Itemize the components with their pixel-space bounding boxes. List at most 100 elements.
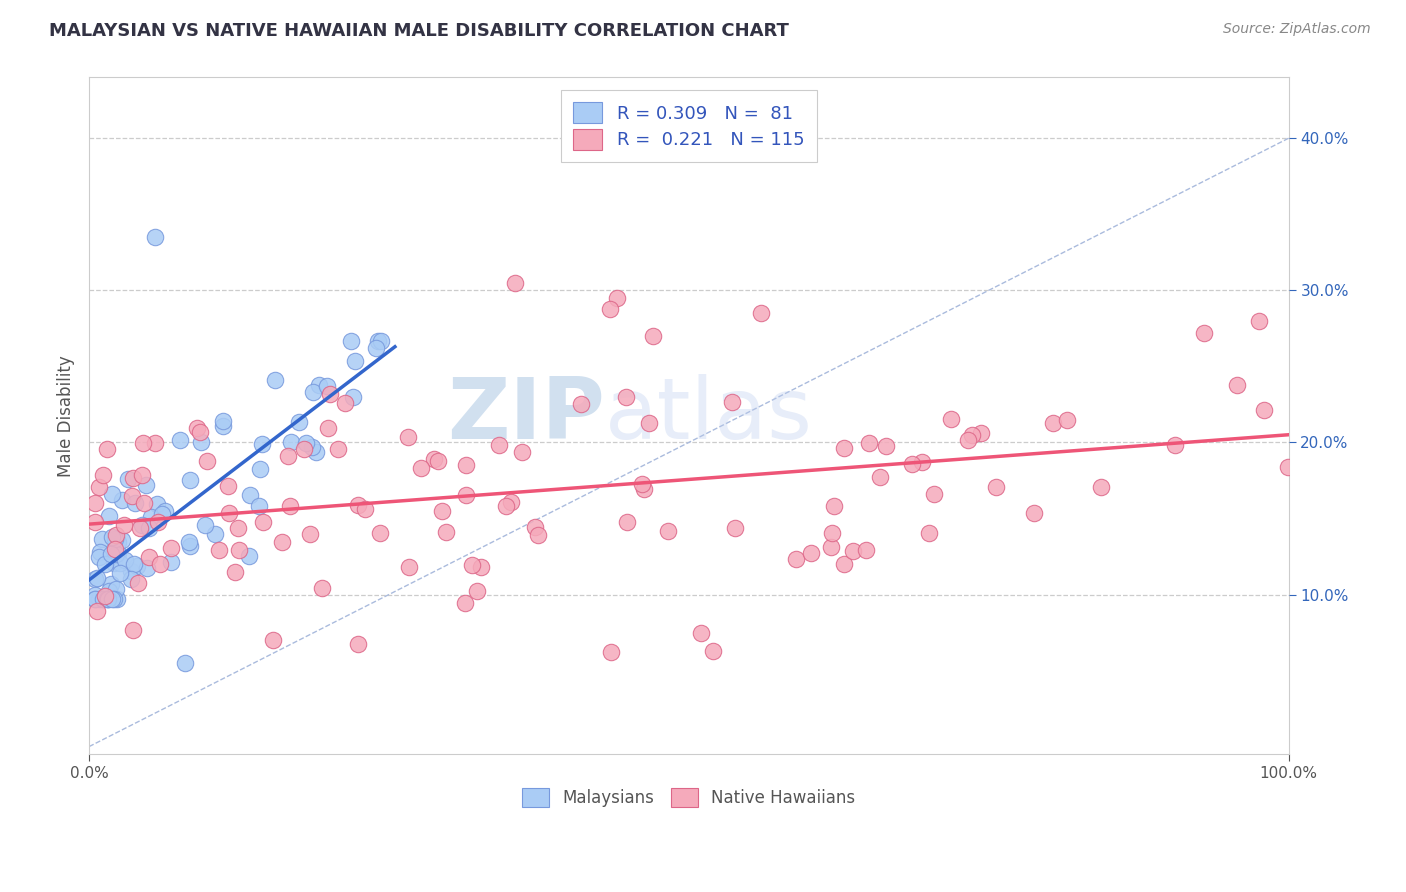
Point bbox=[131, 468, 153, 483]
Point bbox=[785, 552, 807, 566]
Y-axis label: Male Disability: Male Disability bbox=[58, 355, 75, 476]
Point bbox=[87, 550, 110, 565]
Point bbox=[208, 543, 231, 558]
Point bbox=[396, 430, 419, 444]
Point bbox=[160, 555, 183, 569]
Point bbox=[262, 633, 284, 648]
Point bbox=[124, 496, 146, 510]
Point bbox=[454, 487, 477, 501]
Point bbox=[111, 533, 134, 547]
Point bbox=[100, 487, 122, 501]
Point bbox=[527, 528, 550, 542]
Point bbox=[599, 302, 621, 317]
Point bbox=[91, 592, 114, 607]
Point bbox=[924, 486, 946, 500]
Point bbox=[503, 276, 526, 290]
Text: atlas: atlas bbox=[605, 375, 813, 458]
Point bbox=[104, 528, 127, 542]
Point bbox=[89, 592, 111, 607]
Point bbox=[280, 435, 302, 450]
Point bbox=[353, 501, 375, 516]
Point bbox=[1253, 402, 1275, 417]
Point bbox=[112, 518, 135, 533]
Point bbox=[252, 515, 274, 529]
Point bbox=[179, 474, 201, 488]
Point bbox=[367, 334, 389, 348]
Point bbox=[108, 556, 131, 570]
Point bbox=[91, 592, 114, 607]
Point bbox=[263, 373, 285, 387]
Point bbox=[94, 589, 117, 603]
Point bbox=[841, 543, 863, 558]
Point bbox=[127, 575, 149, 590]
Point bbox=[249, 462, 271, 476]
Point bbox=[941, 411, 963, 425]
Point bbox=[823, 500, 845, 514]
Point bbox=[121, 623, 143, 637]
Text: ZIP: ZIP bbox=[447, 375, 605, 458]
Point bbox=[87, 480, 110, 494]
Point bbox=[569, 396, 592, 410]
Point bbox=[855, 542, 877, 557]
Point bbox=[278, 499, 301, 513]
Point bbox=[1247, 314, 1270, 328]
Point bbox=[218, 506, 240, 520]
Point bbox=[900, 458, 922, 472]
Point bbox=[606, 291, 628, 305]
Point bbox=[204, 526, 226, 541]
Point bbox=[122, 557, 145, 571]
Point bbox=[194, 517, 217, 532]
Point bbox=[370, 525, 392, 540]
Point bbox=[436, 525, 458, 540]
Point bbox=[510, 444, 533, 458]
Point bbox=[461, 558, 484, 572]
Point bbox=[100, 547, 122, 561]
Point bbox=[370, 334, 392, 348]
Point bbox=[122, 470, 145, 484]
Point bbox=[146, 497, 169, 511]
Point bbox=[638, 416, 661, 430]
Point bbox=[84, 572, 107, 586]
Point bbox=[689, 625, 711, 640]
Point bbox=[143, 436, 166, 450]
Point bbox=[121, 489, 143, 503]
Point bbox=[1042, 416, 1064, 430]
Point bbox=[364, 342, 387, 356]
Point bbox=[454, 596, 477, 610]
Point bbox=[295, 436, 318, 450]
Point bbox=[138, 521, 160, 535]
Point bbox=[614, 390, 637, 404]
Point bbox=[143, 230, 166, 244]
Point bbox=[160, 541, 183, 555]
Point bbox=[103, 592, 125, 607]
Point bbox=[136, 561, 159, 575]
Point bbox=[340, 334, 363, 348]
Point bbox=[131, 517, 153, 532]
Point bbox=[91, 468, 114, 483]
Point bbox=[1090, 481, 1112, 495]
Point bbox=[84, 592, 107, 607]
Point bbox=[326, 442, 349, 456]
Point bbox=[398, 559, 420, 574]
Point bbox=[720, 395, 742, 409]
Point bbox=[641, 329, 664, 343]
Point bbox=[616, 515, 638, 529]
Point bbox=[96, 442, 118, 456]
Point bbox=[470, 559, 492, 574]
Point bbox=[104, 548, 127, 562]
Point bbox=[918, 525, 941, 540]
Point bbox=[104, 533, 127, 547]
Point bbox=[316, 378, 339, 392]
Point bbox=[858, 436, 880, 450]
Point bbox=[657, 524, 679, 538]
Point bbox=[105, 582, 128, 596]
Point bbox=[302, 385, 325, 400]
Point bbox=[633, 483, 655, 497]
Point bbox=[120, 572, 142, 586]
Point bbox=[875, 439, 897, 453]
Point bbox=[139, 509, 162, 524]
Point bbox=[292, 442, 315, 456]
Point bbox=[179, 539, 201, 553]
Point bbox=[311, 582, 333, 596]
Point bbox=[177, 534, 200, 549]
